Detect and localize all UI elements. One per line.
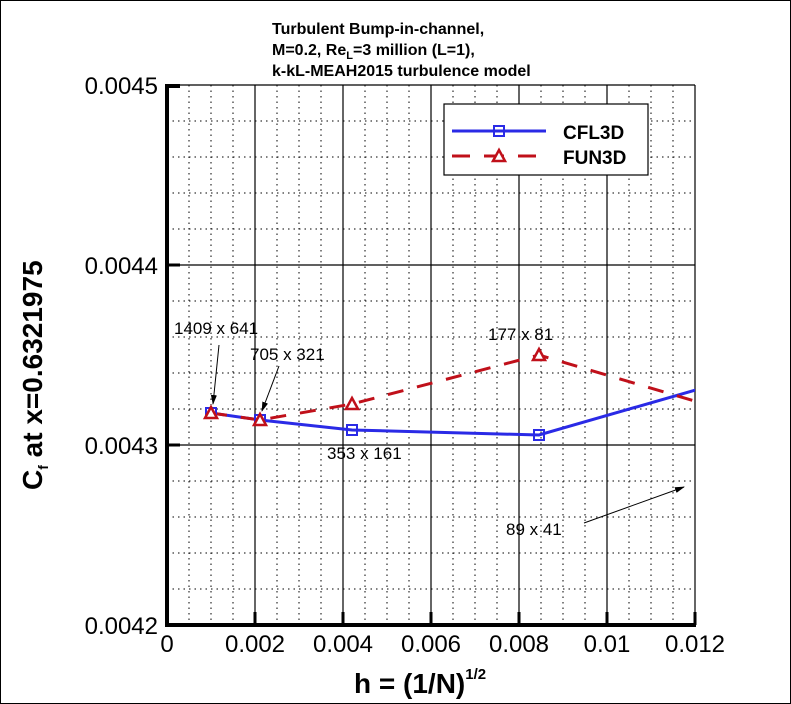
svg-text:0.004: 0.004	[313, 631, 373, 658]
svg-text:0.0045: 0.0045	[85, 73, 158, 100]
legend-item-fun3d: FUN3D	[452, 147, 626, 169]
arrow-icon	[583, 486, 685, 524]
svg-text:0.012: 0.012	[665, 631, 725, 658]
svg-text:k-kL-MEAH2015 turbulence model: k-kL-MEAH2015 turbulence model	[272, 63, 531, 80]
svg-text:0.01: 0.01	[584, 631, 631, 658]
plot-area	[202, 346, 695, 441]
triangle-marker-icon	[343, 395, 361, 411]
arrow-icon	[210, 344, 220, 405]
svg-text:0.0042: 0.0042	[85, 613, 158, 640]
square-marker-icon	[346, 424, 358, 436]
annotation-705x321: 705 x 321	[250, 345, 325, 364]
annotation-177x81: 177 x 81	[488, 325, 553, 344]
triangle-marker-icon	[530, 346, 548, 362]
square-marker-icon	[533, 429, 545, 441]
square-marker-icon	[493, 125, 505, 137]
chart-title: Turbulent Bump-in-channel, M=0.2, ReL=3 …	[272, 21, 531, 80]
svg-text:M=0.2, ReL=3 million (L=1),: M=0.2, ReL=3 million (L=1),	[272, 42, 475, 62]
svg-text:FUN3D: FUN3D	[563, 148, 626, 169]
annotation-353x161: 353 x 161	[327, 444, 402, 463]
y-tick-labels: 0.0045 0.0044 0.0043 0.0042	[85, 73, 158, 640]
svg-text:0.0043: 0.0043	[85, 433, 158, 460]
annotations: 1409 x 641 705 x 321 353 x 161 177 x 81 …	[174, 319, 685, 539]
triangle-marker-icon	[251, 411, 269, 427]
triangle-marker-icon	[490, 147, 508, 163]
svg-text:0.0044: 0.0044	[85, 253, 158, 280]
svg-text:0.008: 0.008	[489, 631, 549, 658]
svg-text:0: 0	[160, 631, 173, 658]
y-axis-label: Cf at x=0.6321975	[17, 260, 51, 490]
major-grid	[167, 85, 695, 625]
legend-item-cfl3d: CFL3D	[452, 123, 624, 144]
legend: CFL3D FUN3D	[443, 103, 649, 176]
series-fun3d-line	[210, 353, 695, 422]
annotation-89x41: 89 x 41	[506, 520, 562, 539]
x-tick-labels: 0 0.002 0.004 0.006 0.008 0.01 0.012	[160, 631, 725, 658]
svg-text:0.002: 0.002	[225, 631, 285, 658]
triangle-marker-icon	[202, 404, 220, 420]
series-fun3d-markers	[202, 346, 548, 427]
svg-text:Turbulent Bump-in-channel,: Turbulent Bump-in-channel,	[272, 21, 484, 38]
svg-text:CFL3D: CFL3D	[563, 123, 624, 144]
svg-text:0.006: 0.006	[401, 631, 461, 658]
arrow-icon	[261, 365, 280, 412]
x-axis-label: h = (1/N)1/2	[354, 666, 486, 699]
annotation-1409x641: 1409 x 641	[174, 319, 258, 338]
axes-frame	[165, 84, 697, 627]
